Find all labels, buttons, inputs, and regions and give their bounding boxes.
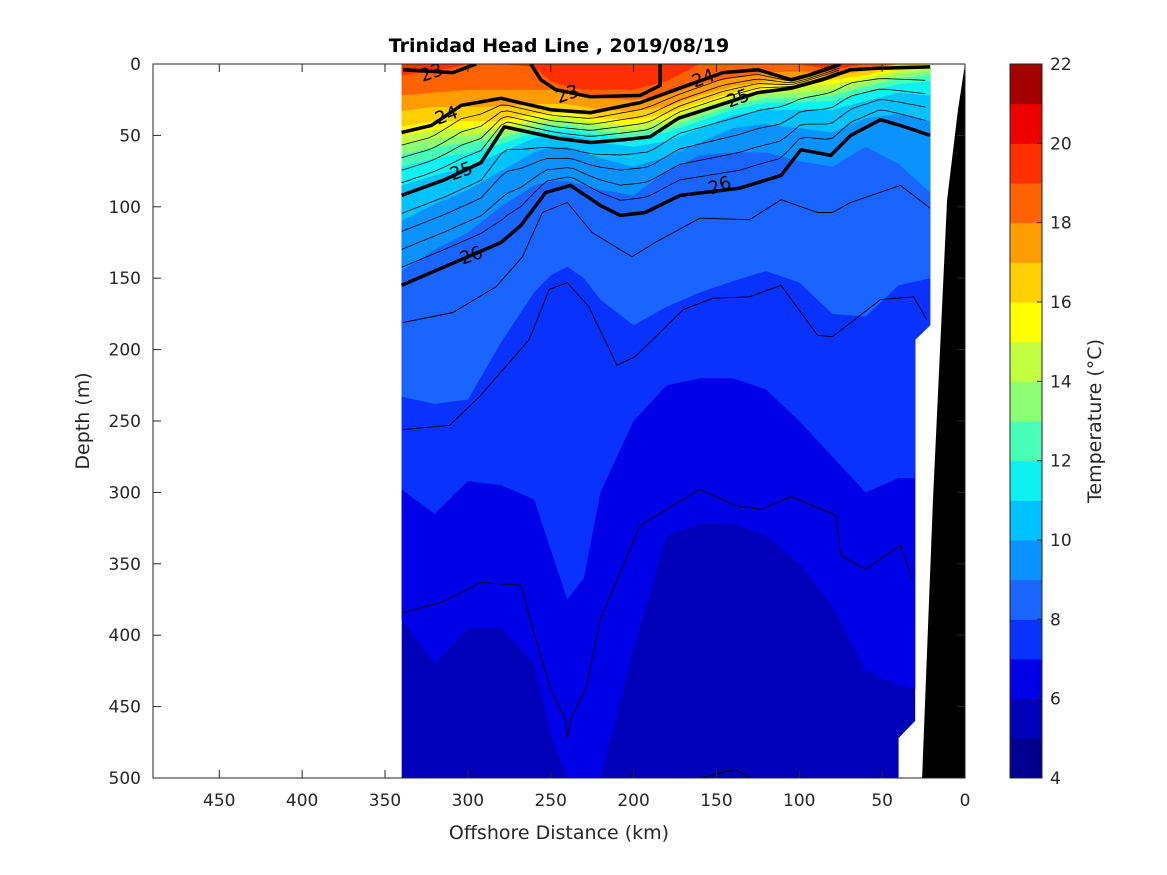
colorbar-tick-label: 22 xyxy=(1050,55,1072,75)
density-contour-23 xyxy=(529,64,662,99)
density-contour-26 xyxy=(400,117,931,287)
density-contour-25 xyxy=(401,65,931,198)
y-tick-label: 250 xyxy=(109,412,141,432)
density-contour-minor xyxy=(401,99,926,250)
colorbar-swatch-17 xyxy=(1010,222,1042,263)
colorbar-swatch-19 xyxy=(1010,143,1042,184)
colorbar-swatch-20 xyxy=(1010,103,1042,144)
x-tick-label: 200 xyxy=(617,791,649,811)
density-contour-23 xyxy=(403,64,477,75)
colorbar-swatch-12 xyxy=(1010,421,1042,462)
colorbar-tick-label: 8 xyxy=(1050,610,1061,630)
density-contour-minor xyxy=(401,88,926,232)
x-tick-label: 450 xyxy=(203,791,235,811)
x-tick-label: 0 xyxy=(960,791,971,811)
y-tick-label: 0 xyxy=(130,55,141,75)
colorbar-swatch-21 xyxy=(1010,64,1042,105)
colorbar-tick-label: 20 xyxy=(1050,134,1072,154)
density-contour-minor xyxy=(401,71,840,184)
colorbar-swatch-15 xyxy=(1010,302,1042,343)
colorbar-swatch-5 xyxy=(1010,698,1042,739)
chart-title: Trinidad Head Line , 2019/08/19 xyxy=(389,35,729,57)
y-tick-label: 450 xyxy=(109,698,141,718)
density-contour-minor xyxy=(403,282,928,431)
y-axis-label: Depth (m) xyxy=(72,372,94,469)
density-contour-minor xyxy=(401,109,926,268)
x-tick-label: 400 xyxy=(286,791,318,811)
bathymetry-layer xyxy=(922,64,965,778)
colorbar-tick-label: 16 xyxy=(1050,293,1072,313)
density-contour-minor xyxy=(401,66,840,146)
density-contour-minor xyxy=(401,78,926,214)
temperature-band-above-18 xyxy=(401,64,931,100)
colorbar-tick-label: 10 xyxy=(1050,531,1072,551)
density-contour-minor xyxy=(401,67,840,159)
y-tick-label: 400 xyxy=(109,626,141,646)
colorbar-swatch-18 xyxy=(1010,183,1042,224)
y-tick-label: 200 xyxy=(109,341,141,361)
colorbar: 4 6 8 10 12 14 16 18 20 22 xyxy=(1009,55,1072,789)
colorbar-swatch-16 xyxy=(1010,262,1042,303)
bathymetry-seafloor xyxy=(922,64,965,778)
density-contour-minor xyxy=(699,768,750,778)
x-tick-label: 350 xyxy=(369,791,401,811)
colorbar-tick-label: 18 xyxy=(1050,214,1072,234)
colorbar-swatch-10 xyxy=(1010,500,1042,541)
colorbar-tick-label: 14 xyxy=(1050,372,1072,392)
colorbar-swatch-6 xyxy=(1010,659,1042,700)
x-tick-label: 150 xyxy=(700,791,732,811)
y-tick-label: 500 xyxy=(109,769,141,789)
x-axis-label: Offshore Distance (km) xyxy=(449,822,669,844)
y-tick-label: 300 xyxy=(109,483,141,503)
x-tick-label: 100 xyxy=(783,791,815,811)
temperature-band-above-19 xyxy=(401,64,931,90)
colorbar-label: Temperature (°C) xyxy=(1084,339,1106,504)
x-tick-label: 250 xyxy=(534,791,566,811)
colorbar-swatch-13 xyxy=(1010,381,1042,422)
colorbar-swatch-11 xyxy=(1010,460,1042,501)
density-contour-24 xyxy=(401,64,842,135)
colorbar-swatch-14 xyxy=(1010,341,1042,382)
y-tick-label: 50 xyxy=(119,126,141,146)
x-axis-ticks: 450 400 350 300 250 200 150 100 50 0 xyxy=(203,64,970,811)
colorbar-tick-label: 12 xyxy=(1050,452,1072,472)
colorbar-swatch-7 xyxy=(1010,619,1042,660)
colorbar-swatch-8 xyxy=(1010,579,1042,620)
y-tick-label: 350 xyxy=(109,555,141,575)
colorbar-swatch-9 xyxy=(1010,540,1042,581)
x-tick-label: 300 xyxy=(452,791,484,811)
colorbar-swatch-4 xyxy=(1010,738,1042,779)
x-tick-label: 50 xyxy=(871,791,893,811)
temperature-fill-layer xyxy=(401,64,931,778)
density-contour-minor xyxy=(403,489,913,739)
colorbar-tick-label: 4 xyxy=(1050,769,1061,789)
colorbar-tick-label: 6 xyxy=(1050,690,1061,710)
density-contour-minor xyxy=(401,69,840,171)
colorbar-frame xyxy=(1009,63,1043,779)
density-contour-minor xyxy=(403,184,931,323)
y-axis-ticks: 0 50 100 150 200 250 300 350 400 450 500 xyxy=(109,55,965,789)
contour-label: 23 xyxy=(417,59,446,87)
y-tick-label: 100 xyxy=(109,198,141,218)
y-tick-label: 150 xyxy=(109,269,141,289)
